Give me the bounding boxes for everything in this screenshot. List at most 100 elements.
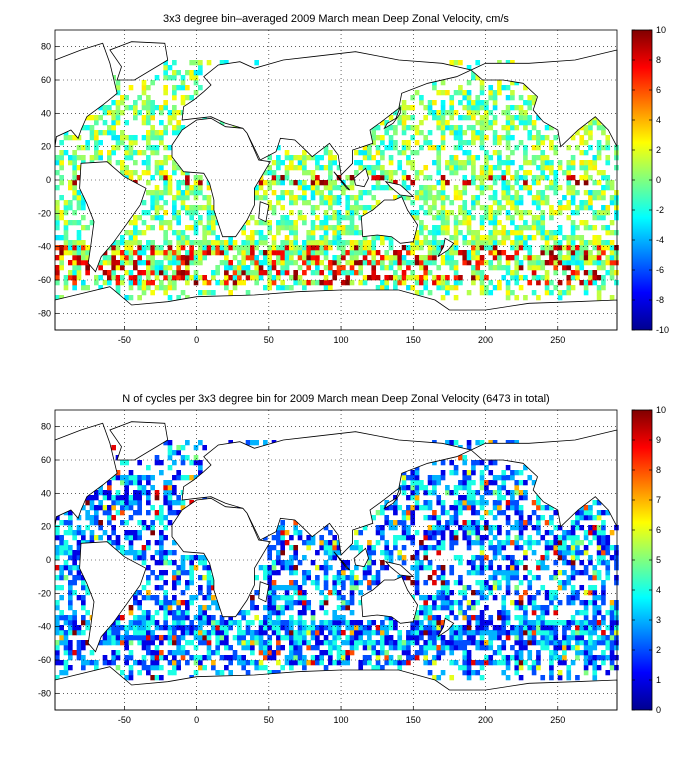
bin-cell bbox=[81, 615, 86, 620]
bin-cell bbox=[289, 220, 294, 225]
bin-cell bbox=[566, 580, 571, 585]
bin-cell bbox=[415, 505, 420, 510]
bin-cell bbox=[150, 195, 155, 200]
bin-cell bbox=[601, 145, 606, 150]
bin-cell bbox=[445, 165, 450, 170]
bin-cell bbox=[501, 125, 506, 130]
bin-cell bbox=[579, 250, 584, 255]
bin-cell bbox=[120, 510, 125, 515]
bin-cell bbox=[480, 280, 485, 285]
bin-cell bbox=[150, 105, 155, 110]
bin-cell bbox=[341, 215, 346, 220]
bin-cell bbox=[168, 495, 173, 500]
bin-cell bbox=[514, 265, 519, 270]
bin-cell bbox=[142, 545, 147, 550]
bin-cell bbox=[272, 655, 277, 660]
bin-cell bbox=[337, 635, 342, 640]
bin-cell bbox=[319, 260, 324, 265]
bin-cell bbox=[146, 620, 151, 625]
bin-cell bbox=[566, 675, 571, 680]
bin-cell bbox=[588, 620, 593, 625]
bin-cell bbox=[250, 270, 255, 275]
bin-cell bbox=[415, 560, 420, 565]
bin-cell bbox=[480, 645, 485, 650]
bin-cell bbox=[168, 225, 173, 230]
bin-cell bbox=[592, 655, 597, 660]
bin-cell bbox=[133, 250, 138, 255]
bin-cell bbox=[64, 280, 69, 285]
bin-cell bbox=[566, 170, 571, 175]
bin-cell bbox=[558, 290, 563, 295]
bin-cell bbox=[59, 245, 64, 250]
bin-cell bbox=[610, 240, 615, 245]
bin-cell bbox=[241, 230, 246, 235]
bin-cell bbox=[532, 195, 537, 200]
bin-cell bbox=[163, 515, 168, 520]
bin-cell bbox=[519, 535, 524, 540]
bin-cell bbox=[289, 555, 294, 560]
bin-cell bbox=[536, 260, 541, 265]
bin-cell bbox=[367, 565, 372, 570]
bin-cell bbox=[410, 275, 415, 280]
bin-cell bbox=[592, 235, 597, 240]
bin-cell bbox=[562, 625, 567, 630]
bin-cell bbox=[72, 240, 77, 245]
bin-cell bbox=[341, 580, 346, 585]
bin-cell bbox=[484, 115, 489, 120]
bin-cell bbox=[410, 535, 415, 540]
bin-cell bbox=[484, 660, 489, 665]
bin-cell bbox=[116, 275, 121, 280]
bin-cell bbox=[393, 255, 398, 260]
bin-cell bbox=[107, 640, 112, 645]
bin-cell bbox=[228, 645, 233, 650]
bin-cell bbox=[298, 590, 303, 595]
bin-cell bbox=[371, 250, 376, 255]
bin-cell bbox=[155, 650, 160, 655]
bin-cell bbox=[155, 270, 160, 275]
bin-cell bbox=[540, 225, 545, 230]
bin-cell bbox=[432, 530, 437, 535]
bin-cell bbox=[350, 280, 355, 285]
bin-cell bbox=[449, 260, 454, 265]
bin-cell bbox=[302, 220, 307, 225]
bin-cell bbox=[250, 645, 255, 650]
bin-cell bbox=[207, 590, 212, 595]
bin-cell bbox=[103, 495, 108, 500]
bin-cell bbox=[488, 220, 493, 225]
bin-cell bbox=[354, 625, 359, 630]
bin-cell bbox=[302, 190, 307, 195]
bin-cell bbox=[155, 490, 160, 495]
bin-cell bbox=[488, 95, 493, 100]
bin-cell bbox=[319, 625, 324, 630]
bin-cell bbox=[458, 165, 463, 170]
bin-cell bbox=[198, 440, 203, 445]
bin-cell bbox=[150, 260, 155, 265]
bin-cell bbox=[566, 280, 571, 285]
bin-cell bbox=[272, 600, 277, 605]
bin-cell bbox=[324, 580, 329, 585]
bin-cell bbox=[276, 535, 281, 540]
bin-cell bbox=[376, 175, 381, 180]
bin-cell bbox=[519, 260, 524, 265]
bin-cell bbox=[354, 620, 359, 625]
bin-cell bbox=[98, 140, 103, 145]
bin-cell bbox=[194, 230, 199, 235]
bin-cell bbox=[428, 210, 433, 215]
bin-cell bbox=[198, 590, 203, 595]
bin-cell bbox=[155, 250, 160, 255]
bin-cell bbox=[68, 135, 73, 140]
bin-cell bbox=[150, 215, 155, 220]
bin-cell bbox=[285, 660, 290, 665]
bin-cell bbox=[163, 160, 168, 165]
bin-cell bbox=[120, 250, 125, 255]
bin-cell bbox=[293, 635, 298, 640]
bin-cell bbox=[228, 625, 233, 630]
bin-cell bbox=[566, 645, 571, 650]
bin-cell bbox=[280, 565, 285, 570]
bin-cell bbox=[376, 285, 381, 290]
bin-cell bbox=[553, 645, 558, 650]
bin-cell bbox=[55, 650, 60, 655]
bin-cell bbox=[241, 615, 246, 620]
bin-cell bbox=[298, 250, 303, 255]
